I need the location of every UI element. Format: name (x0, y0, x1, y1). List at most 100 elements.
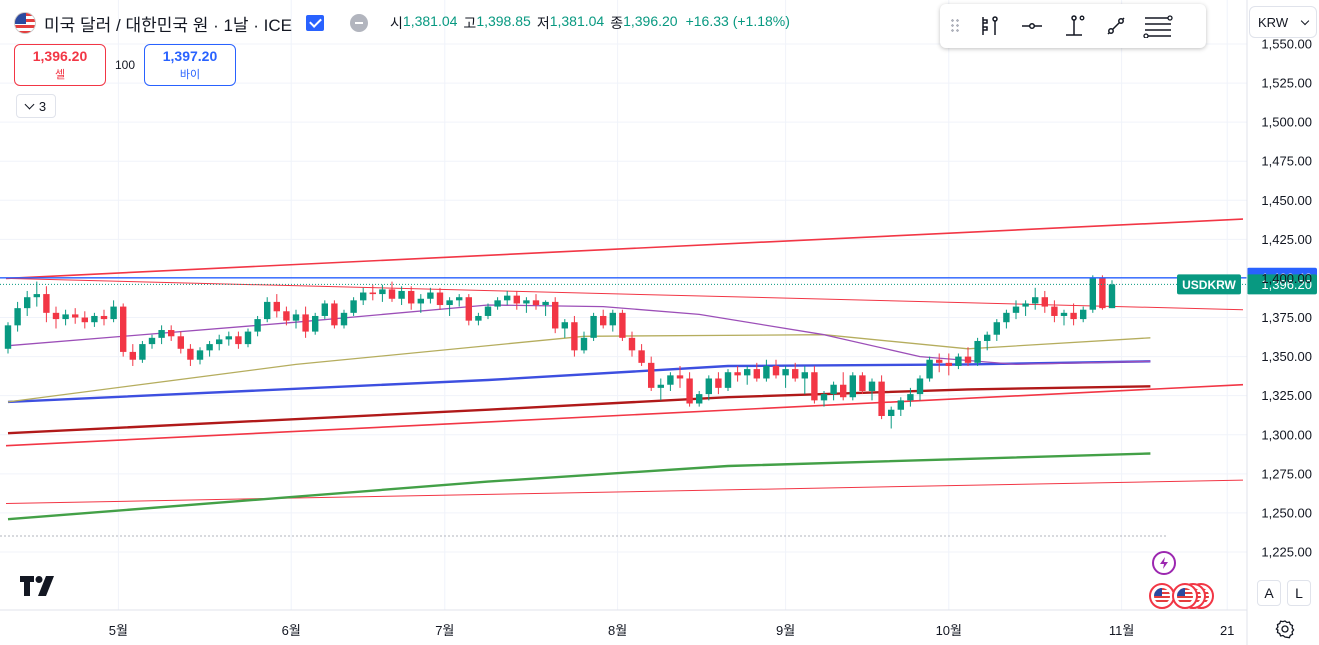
symbol-title[interactable]: 미국 달러 / 대한민국 원 · 1날 · ICE (44, 15, 293, 35)
candle (273, 294, 280, 318)
candle-body (33, 294, 40, 298)
trend-line (5, 218, 1244, 280)
open-label: 시 (390, 15, 403, 31)
gear-icon[interactable] (1275, 619, 1295, 639)
candle (782, 365, 789, 388)
horizontal-lines: 1,400.42USDKRW1,396.20 (0, 267, 1317, 537)
candle (484, 303, 492, 320)
candle-body (235, 336, 242, 345)
candle (321, 300, 328, 320)
chevron-down-icon (1300, 16, 1310, 26)
candle-body (91, 315, 98, 323)
candle (110, 300, 117, 323)
candle-body (619, 312, 626, 338)
chart-grid (0, 0, 1247, 610)
candle-body (379, 289, 386, 295)
candle (398, 286, 405, 306)
trend-line-icon[interactable] (1098, 8, 1134, 44)
candle (628, 331, 636, 357)
buy-button[interactable]: 1,397.20 바이 (144, 44, 236, 86)
candle (81, 311, 88, 329)
candle-body (907, 394, 914, 401)
horizontal-ray-icon[interactable] (1014, 8, 1050, 44)
fib-retracement-icon[interactable] (1140, 8, 1176, 44)
candle-body (686, 378, 693, 404)
price-tick-label: 1,500.00 (1261, 115, 1312, 130)
symbol-label-bg (1177, 274, 1241, 295)
candle (772, 359, 780, 379)
candle-body (542, 301, 549, 306)
candle-body (244, 331, 252, 345)
candle-body (648, 362, 655, 388)
price-tick-label: 1,250.00 (1261, 505, 1312, 520)
long-position-icon[interactable] (972, 8, 1008, 44)
drag-handle-icon[interactable] (950, 18, 960, 34)
candle (1032, 287, 1039, 310)
candle (1070, 303, 1077, 326)
candle-body (139, 344, 146, 360)
candle-body (484, 306, 492, 316)
candle (494, 297, 501, 310)
candle-body (705, 378, 712, 395)
candle (1022, 300, 1029, 316)
candle (609, 309, 616, 332)
indicators-collapse-button[interactable]: 3 (16, 94, 56, 118)
auto-scale-button[interactable]: A (1257, 580, 1281, 606)
time-tick-label: 6월 (282, 623, 301, 638)
candle-body (868, 381, 876, 391)
price-tick-label: 1,350.00 (1261, 349, 1312, 364)
candle (216, 334, 223, 351)
candle-body (292, 314, 300, 321)
currency-value: KRW (1258, 14, 1289, 30)
candle-body (974, 340, 981, 363)
candle (974, 337, 981, 366)
candle (619, 309, 626, 341)
tradingview-logo[interactable] (20, 576, 58, 601)
candle (475, 312, 482, 326)
vertical-line-icon[interactable] (1056, 8, 1092, 44)
candle-body (840, 384, 847, 398)
candle (340, 309, 348, 329)
price-tick-label: 1,225.00 (1261, 544, 1312, 559)
candle (225, 331, 232, 346)
sell-button[interactable]: 1,396.20 셀 (14, 44, 106, 86)
candle-body (782, 369, 789, 376)
currency-select[interactable]: KRW (1249, 6, 1317, 38)
candle-body (859, 375, 866, 391)
link-icon[interactable] (306, 15, 325, 31)
candle-body (1012, 306, 1020, 313)
candle (33, 281, 40, 307)
candle-body (1032, 297, 1039, 304)
candle (1108, 280, 1116, 309)
candle (427, 287, 434, 304)
candle (456, 294, 463, 307)
candle (177, 331, 184, 354)
candle-body (148, 337, 156, 345)
candle (801, 365, 808, 395)
candle-body (350, 300, 357, 313)
candle (1060, 309, 1068, 326)
candle-body (388, 289, 396, 299)
candle-body (187, 348, 194, 360)
log-scale-button[interactable]: L (1287, 580, 1311, 606)
time-tick-label: 9월 (776, 623, 795, 638)
candle-body (417, 298, 424, 304)
economic-event-flag-icon[interactable] (1172, 583, 1198, 609)
event-marker-bolt-icon[interactable] (1152, 551, 1176, 575)
candle (168, 325, 175, 341)
candle-body (984, 334, 991, 341)
candle (100, 309, 108, 326)
candle (724, 369, 732, 391)
hide-legend-icon[interactable] (350, 14, 369, 32)
candle (4, 322, 12, 354)
candle (1089, 275, 1096, 313)
candle (840, 372, 847, 401)
buy-price: 1,397.20 (162, 48, 218, 64)
candle-body (820, 394, 828, 401)
price-tick-label: 1,550.00 (1261, 37, 1312, 52)
candle (830, 381, 837, 401)
candle (513, 290, 520, 310)
candle-body (696, 394, 703, 404)
candle (523, 297, 530, 313)
